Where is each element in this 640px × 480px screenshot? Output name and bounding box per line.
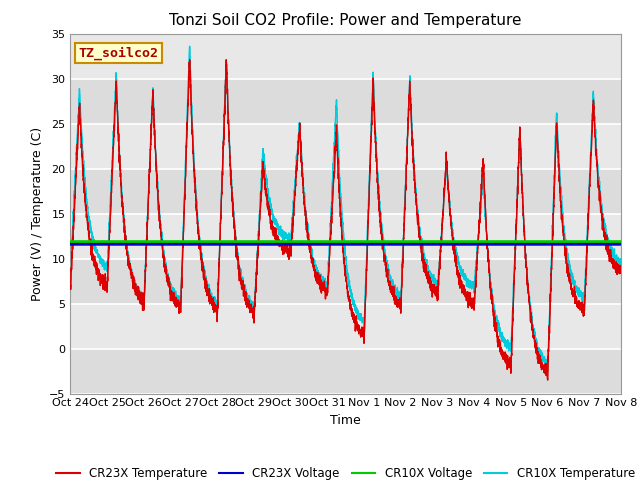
Legend: CR23X Temperature, CR23X Voltage, CR10X Voltage, CR10X Temperature: CR23X Temperature, CR23X Voltage, CR10X … <box>51 463 640 480</box>
Title: Tonzi Soil CO2 Profile: Power and Temperature: Tonzi Soil CO2 Profile: Power and Temper… <box>170 13 522 28</box>
Bar <box>70 303 621 348</box>
Bar <box>70 79 621 123</box>
Bar <box>70 214 621 259</box>
X-axis label: Time: Time <box>330 414 361 427</box>
Bar <box>70 348 621 394</box>
Text: TZ_soilco2: TZ_soilco2 <box>79 46 159 60</box>
Bar <box>70 259 621 303</box>
Y-axis label: Power (V) / Temperature (C): Power (V) / Temperature (C) <box>31 127 44 300</box>
Bar <box>70 168 621 214</box>
Bar <box>70 123 621 168</box>
Bar <box>70 34 621 79</box>
